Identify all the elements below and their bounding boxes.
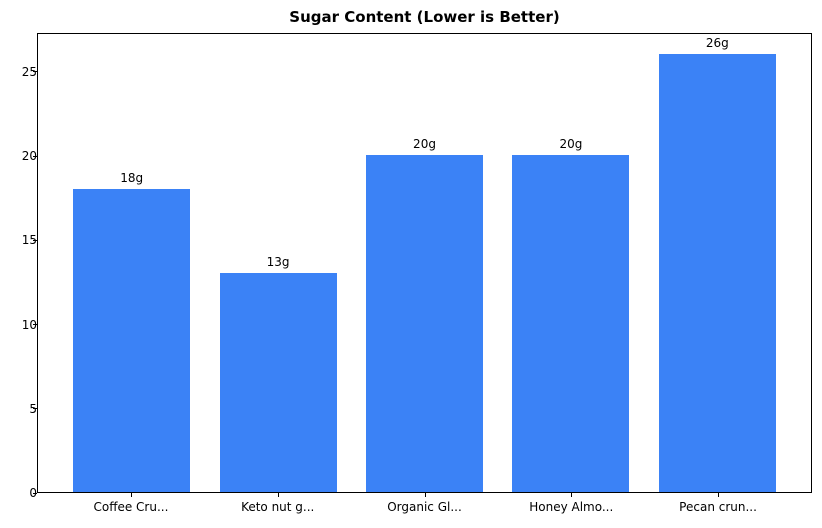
y-tick-label: 25 — [21, 64, 37, 79]
y-tick-mark — [33, 155, 37, 157]
x-tick-mark — [571, 493, 573, 497]
plot-area: 18g 13g 20g 20g 26g — [37, 33, 812, 493]
x-tick-label: Coffee Cru... — [93, 500, 169, 514]
bar — [512, 155, 630, 492]
bar — [658, 53, 776, 492]
y-tick-label: 10 — [21, 317, 37, 332]
bar-value-label: 20g — [559, 137, 583, 152]
bar-value-label: 18g — [120, 170, 144, 185]
x-tick-label: Pecan crun... — [679, 500, 757, 514]
bar-value-label: 20g — [413, 137, 436, 152]
y-tick-mark — [33, 239, 37, 241]
y-tick-mark — [33, 71, 37, 73]
bar — [73, 188, 191, 492]
x-tick-label: Keto nut g... — [241, 500, 315, 514]
chart-title: Sugar Content (Lower is Better) — [289, 8, 560, 26]
x-tick-label: Organic Gl... — [387, 500, 462, 514]
y-tick-label: 5 — [29, 401, 37, 416]
bar-value-label: 26g — [705, 35, 729, 50]
y-tick-mark — [33, 408, 37, 410]
bar-value-label: 13g — [266, 254, 290, 269]
x-tick-mark — [277, 493, 279, 497]
x-tick-label: Honey Almo... — [529, 500, 614, 514]
y-tick-label: 20 — [21, 149, 37, 163]
x-tick-mark — [718, 493, 720, 497]
x-tick-mark — [424, 493, 426, 497]
bar — [365, 155, 484, 492]
y-tick-label: 15 — [21, 233, 37, 248]
x-tick-mark — [130, 493, 132, 497]
y-tick-label: 0 — [29, 486, 37, 500]
y-tick-mark — [33, 492, 37, 494]
bar — [219, 272, 337, 492]
y-tick-mark — [33, 324, 37, 325]
